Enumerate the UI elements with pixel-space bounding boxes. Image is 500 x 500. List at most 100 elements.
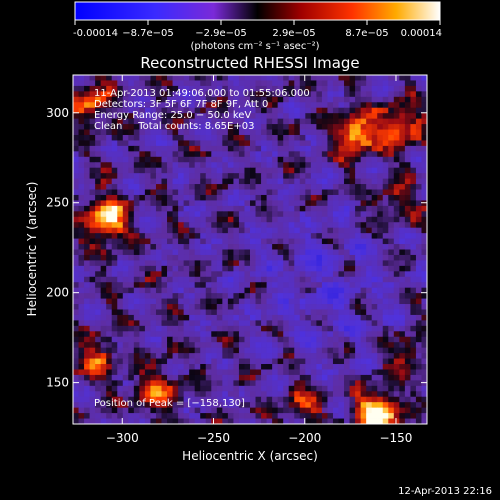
- heatmap-cell: [216, 184, 223, 190]
- heatmap-cell: [327, 178, 334, 185]
- heatmap-cell: [200, 249, 207, 256]
- heatmap-cell: [349, 402, 356, 409]
- heatmap-cell: [288, 184, 295, 190]
- heatmap-cell: [128, 113, 135, 120]
- heatmap-cell: [117, 402, 124, 409]
- footer-timestamp: 12-Apr-2013 22:16: [398, 486, 492, 497]
- heatmap-cell: [382, 254, 389, 261]
- heatmap-cell: [122, 124, 129, 130]
- heatmap-cell: [216, 293, 223, 299]
- heatmap-cell: [78, 145, 85, 152]
- heatmap-cell: [377, 156, 384, 163]
- heatmap-cell: [89, 222, 96, 229]
- heatmap-cell: [316, 178, 323, 185]
- heatmap-cell: [95, 314, 102, 321]
- heatmap-cell: [421, 342, 427, 349]
- heatmap-cell: [238, 287, 245, 294]
- heatmap-cell: [216, 369, 223, 376]
- heatmap-cell: [106, 244, 113, 250]
- heatmap-cell: [172, 211, 179, 218]
- heatmap-cell: [211, 227, 218, 234]
- heatmap-cell: [194, 265, 201, 272]
- heatmap-cell: [144, 91, 151, 98]
- heatmap-cell: [294, 107, 301, 114]
- heatmap-cell: [283, 140, 290, 147]
- heatmap-cell: [161, 249, 168, 256]
- heatmap-cell: [321, 167, 328, 174]
- heatmap-cell: [155, 260, 162, 267]
- heatmap-cell: [95, 342, 102, 349]
- heatmap-cell: [84, 396, 90, 403]
- heatmap-cell: [111, 402, 118, 409]
- heatmap-cell: [349, 342, 356, 349]
- heatmap-cell: [200, 358, 207, 365]
- heatmap-cell: [266, 418, 273, 424]
- heatmap-cell: [299, 380, 306, 387]
- heatmap-cell: [327, 184, 334, 190]
- heatmap-cell: [366, 75, 373, 81]
- heatmap-cell: [355, 173, 362, 180]
- heatmap-cell: [233, 342, 240, 349]
- heatmap-cell: [399, 162, 406, 169]
- heatmap-cell: [277, 249, 284, 256]
- heatmap-cell: [355, 314, 362, 321]
- heatmap-cell: [244, 151, 251, 158]
- heatmap-cell: [194, 205, 201, 212]
- heatmap-cell: [89, 244, 96, 250]
- heatmap-cell: [360, 173, 367, 180]
- heatmap-cell: [288, 309, 295, 316]
- heatmap-cell: [272, 91, 279, 98]
- heatmap-cell: [338, 407, 345, 414]
- heatmap-cell: [349, 156, 356, 163]
- heatmap-cell: [161, 244, 168, 250]
- heatmap-cell: [189, 380, 196, 387]
- heatmap-cell: [167, 380, 173, 387]
- heatmap-cell: [399, 309, 406, 316]
- heatmap-cell: [84, 413, 90, 419]
- heatmap-cell: [161, 282, 168, 289]
- heatmap-cell: [377, 96, 384, 103]
- heatmap-cell: [360, 309, 367, 316]
- heatmap-cell: [189, 260, 196, 267]
- heatmap-cell: [344, 364, 350, 370]
- heatmap-cell: [338, 325, 345, 332]
- heatmap-cell: [194, 249, 201, 256]
- heatmap-cell: [310, 276, 317, 283]
- heatmap-cell: [200, 407, 207, 414]
- heatmap-cell: [321, 233, 328, 239]
- heatmap-cell: [366, 336, 373, 343]
- heatmap-cell: [310, 287, 317, 294]
- heatmap-cell: [172, 336, 179, 343]
- heatmap-cell: [128, 249, 135, 256]
- heatmap-cell: [111, 189, 118, 196]
- heatmap-cell: [73, 293, 79, 299]
- heatmap-cell: [155, 222, 162, 229]
- heatmap-cell: [250, 118, 256, 125]
- heatmap-cell: [155, 244, 162, 250]
- heatmap-cell: [144, 211, 151, 218]
- colorbar-tick-label: 0.00014: [401, 28, 442, 39]
- heatmap-cell: [299, 402, 306, 409]
- heatmap-cell: [183, 309, 190, 316]
- heatmap-cell: [366, 413, 373, 419]
- heatmap-cell: [294, 407, 301, 414]
- heatmap-cell: [399, 200, 406, 207]
- heatmap-cell: [244, 167, 251, 174]
- heatmap-cell: [106, 80, 113, 87]
- heatmap-cell: [150, 222, 157, 229]
- heatmap-cell: [366, 107, 373, 114]
- heatmap-cell: [299, 91, 306, 98]
- heatmap-cell: [155, 331, 162, 338]
- heatmap-cell: [178, 211, 185, 218]
- heatmap-cell: [255, 358, 262, 365]
- heatmap-cell: [377, 80, 384, 87]
- heatmap-cell: [211, 271, 218, 278]
- heatmap-cell: [227, 75, 234, 81]
- heatmap-cell: [415, 189, 422, 196]
- heatmap-cell: [410, 151, 417, 158]
- heatmap-cell: [172, 309, 179, 316]
- heatmap-cell: [415, 200, 422, 207]
- heatmap-cell: [305, 91, 312, 98]
- heatmap-cell: [178, 129, 185, 136]
- heatmap-cell: [366, 102, 373, 109]
